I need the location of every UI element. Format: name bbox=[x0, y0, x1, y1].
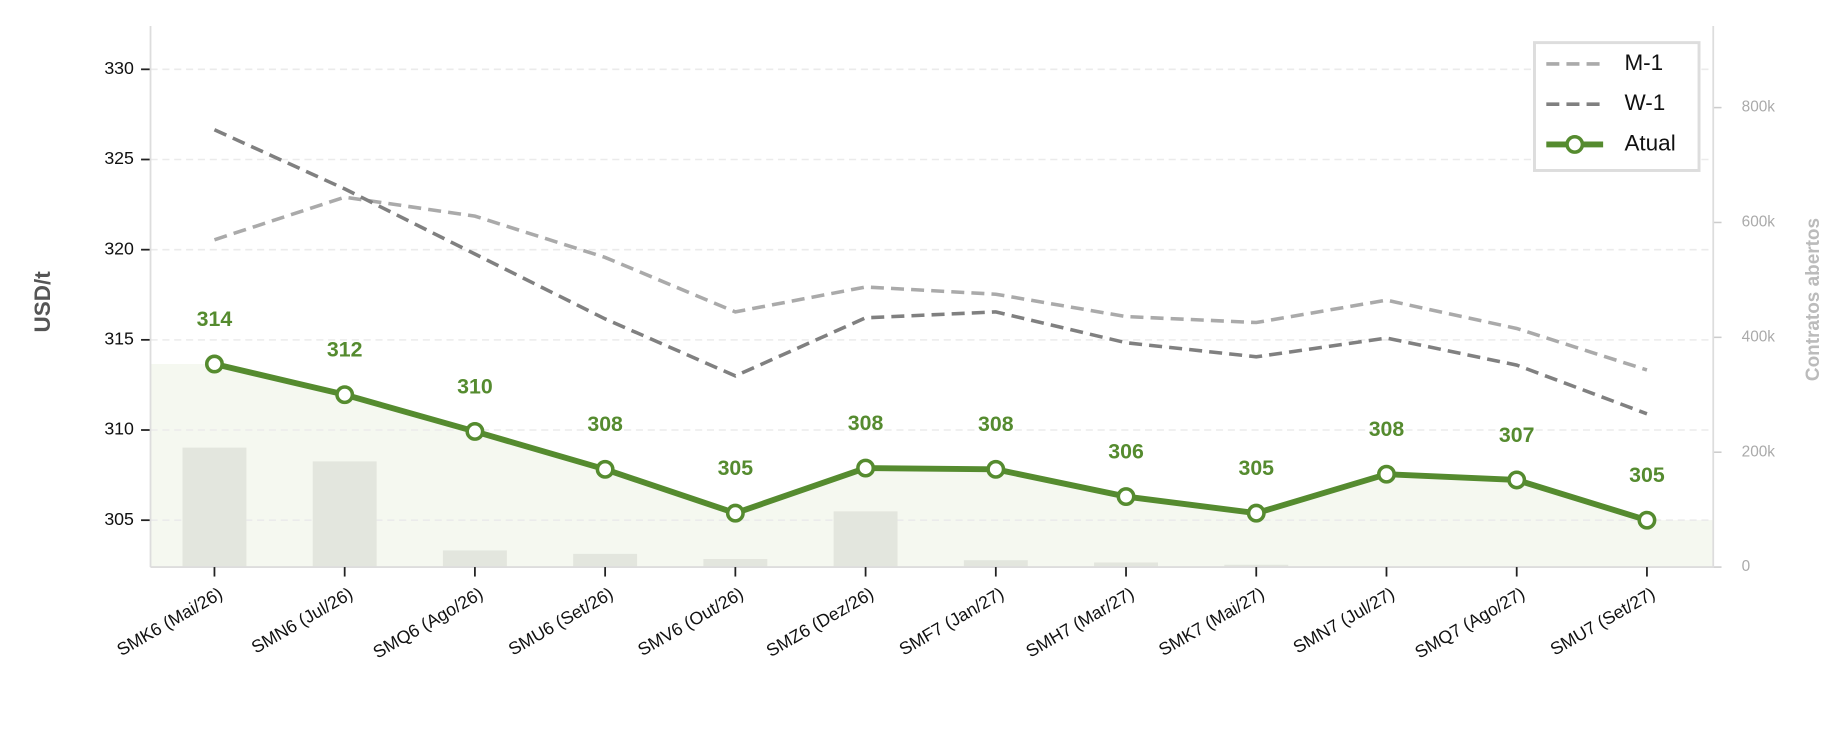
data-label: 308 bbox=[587, 412, 623, 436]
line-series bbox=[213, 128, 1648, 416]
point bbox=[204, 354, 224, 374]
point bbox=[1507, 470, 1527, 490]
y-axis-label: USD/t bbox=[30, 271, 55, 333]
data-label: 310 bbox=[457, 374, 493, 398]
point bbox=[1246, 503, 1266, 523]
y2-tick-label: 600k bbox=[1742, 214, 1776, 231]
y-tick-label: 330 bbox=[104, 58, 134, 78]
x-tick-label: SMU7 (Set/27) bbox=[1547, 583, 1659, 659]
legend-label: W-1 bbox=[1624, 90, 1665, 115]
point bbox=[1637, 510, 1657, 530]
bar bbox=[1094, 562, 1158, 568]
x-tick-label: SMN7 (Jul/27) bbox=[1290, 583, 1398, 657]
bar bbox=[573, 553, 638, 568]
line-series bbox=[213, 195, 1648, 372]
data-label: 305 bbox=[1238, 456, 1274, 480]
bar bbox=[442, 550, 507, 568]
bar bbox=[963, 560, 1028, 568]
data-label: 308 bbox=[848, 411, 884, 435]
legend-marker bbox=[1565, 134, 1585, 154]
data-label: 305 bbox=[718, 456, 754, 480]
point bbox=[1116, 487, 1136, 507]
y2-axis-label: Contratos abertos bbox=[1803, 218, 1824, 381]
point bbox=[1377, 464, 1396, 484]
point bbox=[725, 503, 745, 523]
point bbox=[335, 385, 355, 405]
bar bbox=[312, 461, 377, 568]
data-label: 307 bbox=[1499, 423, 1535, 447]
y-tick-label: 325 bbox=[104, 148, 134, 168]
x-tick-label: SMN6 (Jul/26) bbox=[248, 583, 356, 657]
y-tick-label: 320 bbox=[104, 238, 134, 258]
point bbox=[986, 459, 1006, 479]
bar bbox=[703, 559, 768, 568]
y-tick-label: 305 bbox=[104, 509, 134, 529]
y2-tick-label: 400k bbox=[1742, 328, 1776, 345]
line-series bbox=[213, 361, 1648, 524]
point bbox=[465, 421, 485, 441]
data-label: 314 bbox=[197, 307, 233, 331]
legend-box bbox=[1532, 41, 1701, 172]
x-tick-label: SMH7 (Mar/27) bbox=[1022, 583, 1137, 661]
point bbox=[856, 458, 876, 478]
point bbox=[595, 459, 615, 479]
x-tick-label: SMK6 (Mai/26) bbox=[113, 583, 226, 660]
bar bbox=[182, 447, 247, 568]
y2-tick-label: 0 bbox=[1742, 558, 1751, 575]
x-tick-label: SMZ6 (Dez/26) bbox=[763, 583, 877, 660]
y-tick-label: 315 bbox=[104, 329, 134, 349]
data-label: 308 bbox=[978, 412, 1014, 436]
x-tick-label: SMV6 (Out/26) bbox=[634, 583, 747, 660]
bar bbox=[1224, 564, 1289, 568]
x-tick-label: SMQ6 (Ago/26) bbox=[370, 583, 487, 662]
data-label: 308 bbox=[1369, 417, 1405, 441]
y2-tick-label: 200k bbox=[1742, 443, 1776, 460]
x-tick-label: SMU6 (Set/26) bbox=[505, 583, 617, 659]
data-label: 312 bbox=[327, 337, 363, 361]
data-label: 306 bbox=[1108, 439, 1144, 463]
y2-tick-label: 800k bbox=[1742, 99, 1776, 116]
x-tick-label: SMQ7 (Ago/27) bbox=[1411, 583, 1528, 662]
y-tick-label: 310 bbox=[104, 419, 134, 439]
legend-label: Atual bbox=[1624, 130, 1675, 155]
x-tick-label: SMK7 (Mai/27) bbox=[1155, 583, 1268, 660]
x-tick-label: SMF7 (Jan/27) bbox=[896, 583, 1008, 659]
area-fill bbox=[150, 364, 1714, 568]
bar bbox=[833, 511, 898, 568]
legend-label: M-1 bbox=[1624, 50, 1663, 75]
data-label: 305 bbox=[1629, 463, 1665, 487]
